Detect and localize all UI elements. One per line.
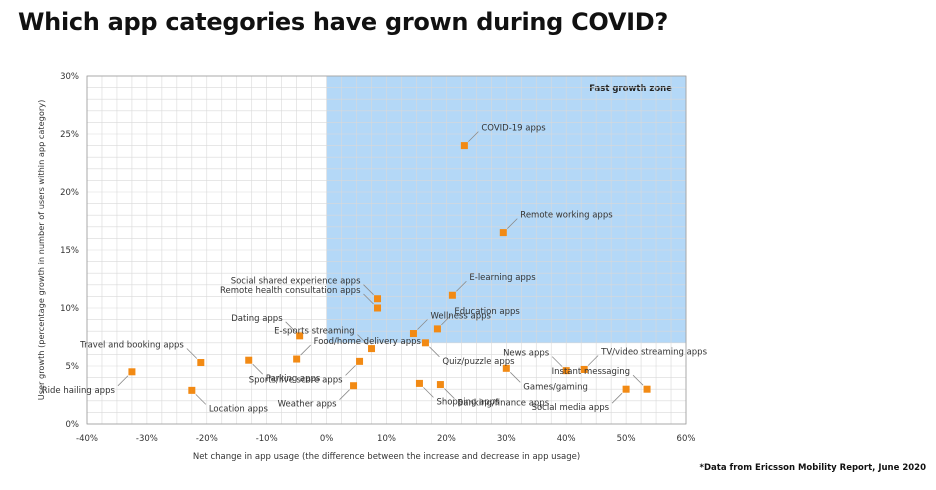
leader-line	[423, 387, 434, 398]
x-tick-label: 0%	[320, 434, 334, 444]
leader-line	[587, 355, 599, 366]
point-remote-health-consultation-apps	[374, 304, 382, 312]
leader-line	[632, 374, 644, 386]
point-tv-video-streaming-apps	[580, 365, 588, 373]
label-weather-apps: Weather apps	[278, 400, 337, 410]
leader-line	[507, 218, 518, 229]
x-tick-label: 20%	[437, 434, 456, 444]
x-tick-label: -20%	[196, 434, 218, 444]
leader-line	[252, 363, 264, 375]
leader-line	[363, 293, 374, 305]
point-instant-messaging	[643, 385, 651, 393]
leader-line	[300, 344, 311, 356]
leader-line	[345, 365, 356, 376]
label-social-media-apps: Social media apps	[532, 403, 610, 413]
x-tick-label: 10%	[377, 434, 396, 444]
y-tick-label: 10%	[60, 304, 79, 314]
leader-line	[510, 372, 521, 383]
label-games-gaming: Games/gaming	[523, 382, 588, 392]
point-parking-apps	[245, 356, 253, 364]
point-travel-and-booking-apps	[197, 359, 205, 367]
leader-line	[441, 314, 452, 326]
label-quiz-puzzle-apps: Quiz/puzzle apps	[442, 357, 515, 367]
source-note: *Data from Ericsson Mobility Report, Jun…	[699, 463, 926, 473]
point-shopping-apps	[415, 379, 423, 387]
leader-line	[417, 319, 428, 330]
leader-line	[551, 356, 563, 367]
label-remote-health-consultation-apps: Remote health consultation apps	[220, 286, 361, 296]
plot-frame	[86, 75, 687, 425]
x-axis-title: Net change in app usage (the difference …	[193, 452, 580, 462]
label-e-sports-streaming: E-sports streaming	[274, 327, 354, 337]
label-shopping-apps: Shopping apps	[436, 397, 500, 407]
zone-label: Fast growth zone	[589, 84, 672, 94]
leader-line	[444, 388, 455, 399]
leader-line	[339, 389, 350, 401]
label-news-apps: News apps	[503, 349, 550, 359]
point-news-apps	[562, 367, 570, 375]
label-banking-finance-apps: Banking/finance apps	[457, 399, 549, 409]
y-axis-title: User growth (percentage growth in number…	[36, 100, 46, 401]
point-education-apps	[433, 325, 441, 333]
point-games-gaming	[502, 364, 510, 372]
leader-line	[195, 394, 207, 405]
label-education-apps: Education apps	[454, 307, 520, 317]
label-e-learning-apps: E-learning apps	[469, 273, 536, 283]
point-food-home-delivery-apps	[293, 355, 301, 363]
point-social-media-apps	[622, 385, 630, 393]
page-title: Which app categories have grown during C…	[18, 8, 669, 36]
leader-line	[456, 280, 467, 292]
point-dating-apps	[296, 332, 304, 340]
leader-line	[468, 131, 479, 142]
label-tv-video-streaming-apps: TV/video streaming apps	[600, 347, 707, 357]
label-instant-messaging: Instant messaging	[552, 367, 630, 377]
point-location-apps	[188, 386, 196, 394]
label-covid-19-apps: COVID-19 apps	[481, 124, 546, 134]
label-remote-working-apps: Remote working apps	[520, 211, 613, 221]
leader-line	[285, 321, 296, 333]
label-social-shared-experience-apps: Social shared experience apps	[231, 277, 361, 287]
label-location-apps: Location apps	[209, 404, 269, 414]
label-wellness-apps: Wellness apps	[430, 312, 491, 322]
x-tick-label: 30%	[497, 434, 516, 444]
y-tick-label: 30%	[60, 72, 79, 82]
y-tick-label: 25%	[60, 130, 79, 140]
point-social-shared-experience-apps	[374, 295, 382, 303]
x-tick-label: 60%	[677, 434, 696, 444]
point-remote-working-apps	[499, 229, 507, 237]
y-tick-label: 0%	[66, 420, 80, 430]
point-weather-apps	[350, 382, 358, 390]
y-tick-label: 5%	[66, 362, 80, 372]
point-ride-hailing-apps	[128, 368, 136, 376]
x-tick-label: 50%	[617, 434, 636, 444]
x-tick-label: 40%	[557, 434, 576, 444]
point-wellness-apps	[409, 330, 417, 338]
point-sports-live-score-apps	[356, 357, 364, 365]
leader-line	[357, 334, 368, 345]
y-tick-label: 20%	[60, 188, 79, 198]
leader-line	[429, 346, 440, 358]
point-quiz-puzzle-apps	[421, 339, 429, 347]
x-tick-label: -40%	[76, 434, 98, 444]
point-banking-finance-apps	[436, 381, 444, 389]
point-covid-19-apps	[460, 142, 468, 150]
label-food-home-delivery-apps: Food/home delivery apps	[314, 337, 422, 347]
leader-line	[363, 284, 374, 296]
x-tick-label: -10%	[256, 434, 278, 444]
leader-line	[117, 375, 129, 387]
y-tick-label: 15%	[60, 246, 79, 256]
leader-line	[611, 392, 623, 404]
leader-line	[186, 348, 198, 359]
label-travel-and-booking-apps: Travel and booking apps	[79, 341, 184, 351]
label-sports-live-score-apps: Sports/live score apps	[249, 375, 343, 385]
label-dating-apps: Dating apps	[231, 314, 283, 324]
point-e-sports-streaming	[368, 345, 376, 353]
label-parking-apps: Parking apps	[266, 374, 321, 384]
label-ride-hailing-apps: Ride hailing apps	[42, 386, 116, 396]
point-e-learning-apps	[448, 291, 456, 299]
x-tick-label: -30%	[136, 434, 158, 444]
